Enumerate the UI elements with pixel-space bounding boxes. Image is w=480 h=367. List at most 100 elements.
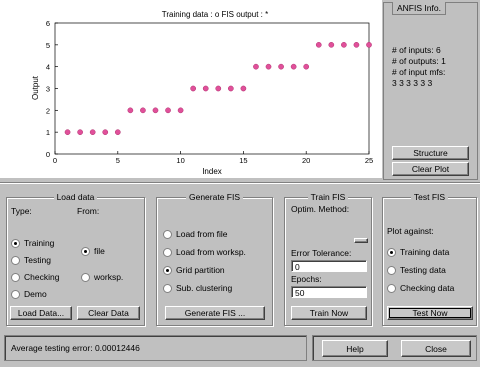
radio-checking-label: Checking [24,272,60,282]
y-tick-label: 3 [46,85,50,94]
num-input-mfs-label: # of input mfs: [392,67,446,77]
epochs-label: Epochs: [291,274,322,284]
separator-highlight [0,183,480,184]
data-point [366,41,372,48]
close-button[interactable]: Close [401,340,471,357]
status-bar: Average testing error: 0.00012446 [4,335,307,361]
load-data-button[interactable]: Load Data... [10,306,72,320]
y-tick-label: 0 [46,150,50,159]
radio-from-workspace[interactable]: worksp. [81,272,123,282]
num-outputs-text: # of outputs: 1 [392,56,446,66]
data-point [278,63,284,70]
y-tick-label: 1 [46,128,50,137]
data-point [290,63,297,70]
radio-testing[interactable]: Testing [11,255,51,265]
data-point [328,41,335,48]
optim-method-label: Optim. Method: [291,204,350,214]
radio-indicator [163,265,172,275]
data-point [202,85,209,92]
x-tick-label: 5 [116,156,120,165]
train-fis-title: Train FIS [307,192,349,202]
load-data-title: Load data [53,192,98,202]
test-fis-group: Test FIS Plot against: Training data Tes… [382,192,477,326]
radio-sub-clustering-label: Sub. clustering [176,283,233,293]
data-point [315,41,322,48]
train-fis-group: Train FIS Optim. Method: Error Tolerance… [284,192,372,326]
y-tick-label: 6 [46,19,50,28]
train-now-button[interactable]: Train Now [291,306,367,320]
x-tick-label: 15 [239,156,247,165]
generate-fis-button[interactable]: Generate FIS ... [165,306,265,320]
output-plot: Training data : o FIS output : * 0 5 10 15 2… [31,10,373,176]
y-tick-label: 4 [46,63,50,72]
data-point [240,85,247,92]
clear-plot-button[interactable]: Clear Plot [392,162,469,176]
x-axis-label: Index [202,167,222,176]
error-tolerance-input[interactable]: 0 [291,260,367,272]
num-input-mfs-values: 3 3 3 3 3 3 [392,78,433,88]
type-label: Type: [11,206,32,216]
load-data-group: Load data Type: From: Training Testing C… [6,192,145,326]
data-point [341,41,347,48]
radio-from-file[interactable]: file [81,246,105,256]
structure-button[interactable]: Structure [392,146,469,160]
radio-indicator [11,238,20,248]
radio-indicator [11,272,20,282]
data-point [303,63,310,70]
num-inputs-text: # of inputs: 6 [392,45,441,55]
radio-testing-label: Testing [24,255,51,265]
y-tick-label: 5 [46,41,50,50]
footer-button-panel: Help Close [312,335,477,361]
radio-plot-checking-data[interactable]: Checking data [387,283,454,293]
radio-from-workspace-label: worksp. [94,272,124,282]
generate-fis-group: Generate FIS Load from file Load from wo… [156,192,273,326]
data-point [127,107,134,114]
anfis-info-title: ANFIS Info. [392,2,446,15]
radio-sub-clustering[interactable]: Sub. clustering [163,283,232,293]
radio-indicator [81,246,90,256]
y-tick-label: 2 [46,106,50,115]
radio-demo-label: Demo [24,289,47,299]
radio-load-from-workspace-label: Load from worksp. [176,247,246,257]
epochs-input[interactable]: 50 [291,286,367,298]
test-now-button[interactable]: Test Now [387,306,473,320]
radio-from-file-label: file [94,246,105,256]
radio-grid-partition[interactable]: Grid partition [163,265,225,275]
from-label: From: [77,206,100,216]
radio-indicator [387,265,396,275]
radio-indicator [163,283,172,293]
radio-training[interactable]: Training [11,238,54,248]
data-point [140,107,146,114]
data-point [177,107,184,114]
data-point [114,129,121,136]
data-point [353,41,360,48]
error-tolerance-label: Error Tolerance: [291,248,352,258]
radio-plot-training-data[interactable]: Training data [387,247,449,257]
generate-fis-title: Generate FIS [185,192,244,202]
test-fis-title: Test FIS [410,192,449,202]
radio-indicator [11,289,20,299]
x-tick-label: 25 [365,156,373,165]
data-point [64,129,71,136]
clear-data-button[interactable]: Clear Data [77,306,140,320]
optim-method-dropdown[interactable] [354,238,368,243]
radio-indicator [163,229,172,239]
radio-load-from-workspace[interactable]: Load from worksp. [163,247,246,257]
radio-training-label: Training [24,238,55,248]
help-button[interactable]: Help [322,340,388,357]
radio-plot-testing-data[interactable]: Testing data [387,265,446,275]
data-point [89,129,96,136]
radio-indicator [11,255,20,265]
radio-checking[interactable]: Checking [11,272,59,282]
radio-grid-partition-label: Grid partition [176,265,225,275]
radio-indicator [81,272,90,282]
x-tick-label: 10 [176,156,184,165]
plot-panel: Training data : o FIS output : * 0 5 10 15 2… [0,0,382,178]
radio-load-from-file[interactable]: Load from file [163,229,228,239]
radio-demo[interactable]: Demo [11,289,47,299]
data-point [227,85,234,92]
plot-axes [54,22,370,155]
data-point [190,85,197,92]
radio-plot-training-data-label: Training data [400,247,450,257]
data-point [215,85,222,92]
